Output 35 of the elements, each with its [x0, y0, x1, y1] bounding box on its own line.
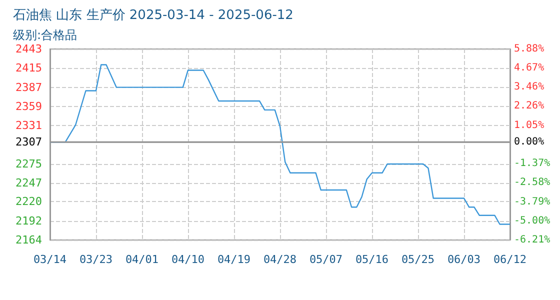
y2-tick-label: 0.00% [514, 136, 544, 148]
y2-tick-label: 2.26% [514, 100, 544, 112]
y-tick-label: 2359 [16, 100, 42, 114]
x-tick-label: 06/12 [493, 253, 527, 266]
y-tick-label: 2331 [16, 119, 42, 132]
y-tick-label: 2443 [16, 42, 42, 56]
x-tick-label: 05/16 [355, 253, 389, 266]
y-tick-label: 2415 [16, 62, 42, 75]
x-tick-label: 04/28 [263, 253, 297, 266]
y2-tick-label: -1.37% [514, 158, 550, 170]
y2-tick-label: 4.67% [514, 62, 544, 74]
chart-subtitle: 级别:合格品 [13, 28, 78, 42]
y2-tick-label: 3.46% [514, 82, 544, 93]
x-tick-label: 06/03 [447, 253, 481, 266]
y2-tick-label: -2.58% [514, 177, 550, 188]
y-tick-label: 2387 [16, 80, 42, 94]
y-tick-label: 2307 [16, 136, 42, 149]
y2-tick-label: -3.79% [514, 196, 550, 208]
x-tick-label: 03/23 [79, 253, 113, 266]
x-tick-label: 03/14 [33, 253, 67, 266]
y2-tick-label: 5.88% [514, 44, 544, 54]
x-tick-label: 04/01 [125, 253, 159, 266]
y-tick-label: 2275 [16, 158, 42, 171]
x-tick-label: 05/25 [401, 253, 435, 266]
chart-title: 石油焦 山东 生产价 2025-03-14 - 2025-06-12 [13, 8, 294, 23]
y2-tick-label: 1.05% [514, 120, 544, 131]
y2-tick-label: -6.21% [514, 234, 550, 246]
y-tick-label: 2164 [16, 234, 42, 246]
y-tick-label: 2220 [16, 195, 42, 208]
y-tick-label: 2192 [16, 214, 42, 228]
y2-tick-label: -5.00% [514, 215, 550, 226]
x-tick-label: 04/10 [171, 253, 205, 266]
y-tick-label: 2247 [16, 176, 42, 190]
x-tick-label: 05/07 [309, 253, 343, 266]
x-tick-label: 04/19 [217, 253, 251, 266]
